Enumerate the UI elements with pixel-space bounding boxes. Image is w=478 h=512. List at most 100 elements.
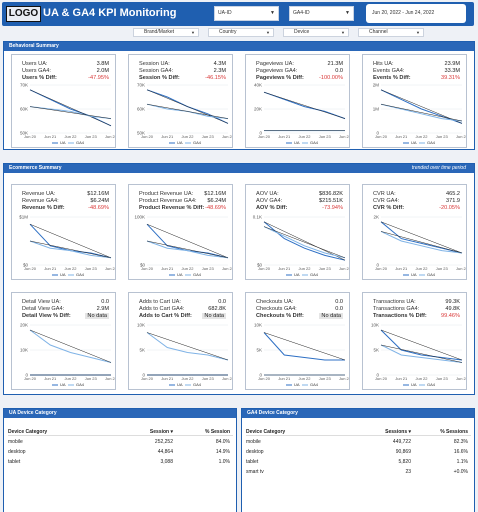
- kpi-label: Pageviews GA4:: [256, 68, 298, 74]
- kpi-label: Users UA:: [22, 61, 48, 67]
- kpi-value: 2.3M: [213, 68, 226, 74]
- percent-cell: +0.0%: [453, 469, 468, 475]
- kpi-card: Hits UA: 23.9M Events GA4: 33.3M Events % Di…: [362, 54, 467, 148]
- device-tables: UA Device Category Device Category Sessi…: [3, 408, 475, 512]
- legend-label-ga4: GA4: [427, 272, 436, 277]
- chevron-down-icon: ▼: [270, 10, 275, 16]
- kpi-value: 99.46%: [441, 313, 460, 319]
- filter-device[interactable]: Device ▼: [283, 28, 349, 37]
- series-line-ga4: [146, 240, 229, 259]
- device-category-cell: smart tv: [246, 469, 264, 475]
- x-tick-label: Jun 21: [395, 134, 408, 139]
- filter-country[interactable]: Country ▼: [208, 28, 274, 37]
- table-row: tablet 3,088 1.0%: [8, 458, 233, 466]
- trend-line: [263, 332, 346, 361]
- ua-id-select[interactable]: UA-ID ▼: [214, 6, 279, 21]
- filter-brand-market[interactable]: Brand/Market ▼: [133, 28, 199, 37]
- kpi-label: Transactions UA:: [373, 299, 416, 305]
- kpi-value: -20.05%: [439, 205, 460, 211]
- x-tick-label: Jun 24: [105, 376, 115, 381]
- x-tick-label: Jun 20: [141, 376, 154, 381]
- device-category-cell: mobile: [8, 439, 23, 445]
- kpi-label: Product Revenue GA4:: [139, 198, 197, 204]
- y-tick-label: 70K: [20, 83, 28, 88]
- kpi-value: -73.94%: [322, 205, 343, 211]
- filter-label: Device: [294, 29, 310, 35]
- trend-line: [380, 231, 463, 254]
- kpi-value: 0.0: [335, 299, 343, 305]
- x-tick-label: Jun 20: [258, 134, 271, 139]
- column-header[interactable]: % Session: [204, 429, 230, 435]
- column-header-sort[interactable]: Session ▾: [149, 429, 173, 435]
- kpi-value: -46.15%: [205, 75, 226, 81]
- x-tick-label: Jun 23: [319, 134, 332, 139]
- column-header[interactable]: Device Category: [8, 429, 48, 435]
- x-tick-label: Jun 21: [44, 134, 57, 139]
- y-tick-label: 60K: [137, 107, 145, 112]
- y-tick-label: 5K: [373, 348, 379, 353]
- ga4-id-select[interactable]: GA4-ID ▼: [289, 6, 354, 21]
- kpi-card: Adds to Cart UA: 0.0 Adds to Cart GA4: 682.…: [128, 292, 233, 390]
- y-tick-label: 1M: [373, 107, 380, 112]
- y-tick-label: 0: [376, 373, 379, 378]
- x-tick-label: Jun 22: [181, 376, 194, 381]
- trend-line: [29, 240, 112, 259]
- column-header[interactable]: % Sessions: [440, 429, 468, 435]
- x-tick-label: Jun 20: [24, 266, 37, 271]
- y-tick-label: 0.1K: [253, 215, 262, 220]
- kpi-label: Checkouts % Diff:: [256, 313, 304, 319]
- kpi-value: 4.3M: [213, 61, 226, 67]
- page-title: UA & GA4 KPI Monitoring: [43, 7, 177, 19]
- kpi-label: Session GA4:: [139, 68, 174, 74]
- kpi-label: Transactions GA4:: [373, 306, 420, 312]
- table-header-row: Device Category Session ▾ % Session: [8, 428, 233, 436]
- kpi-label: AOV UA:: [256, 191, 279, 197]
- kpi-value: 33.3M: [444, 68, 460, 74]
- date-range-picker[interactable]: Jun 20, 2022 - Jun 24, 2022: [366, 4, 466, 23]
- legend-label-ga4: GA4: [76, 382, 85, 387]
- kpi-label: Transactions % Diff:: [373, 313, 427, 319]
- kpi-value: 0.0: [335, 68, 343, 74]
- x-tick-label: Jun 24: [222, 376, 232, 381]
- table-header-row: Device Category Sessions ▾ % Sessions: [246, 428, 471, 436]
- x-tick-label: Jun 21: [395, 376, 408, 381]
- legend-label-ua: UA: [294, 140, 300, 145]
- x-tick-label: Jun 22: [64, 376, 77, 381]
- kpi-card: Detail View UA: 0.0 Detail View GA4: 2.9M De…: [11, 292, 116, 390]
- x-tick-label: Jun 23: [436, 134, 449, 139]
- kpi-value: 49.8K: [445, 306, 460, 312]
- table-row: mobile 449,722 82.3%: [246, 438, 471, 446]
- column-header-sort[interactable]: Sessions ▾: [385, 429, 411, 435]
- x-tick-label: Jun 24: [222, 266, 232, 271]
- table-row: smart tv 23 +0.0%: [246, 468, 471, 476]
- legend-label-ua: UA: [177, 272, 183, 277]
- device-category-cell: mobile: [246, 439, 261, 445]
- filter-label: Brand/Market: [144, 29, 175, 35]
- x-tick-label: Jun 20: [375, 376, 388, 381]
- kpi-label: AOV % Diff:: [256, 205, 288, 211]
- kpi-card: CVR UA: 465.2 CVR GA4: 371.9 CVR % Diff: -20.…: [362, 184, 467, 280]
- column-header[interactable]: Device Category: [246, 429, 286, 435]
- legend-label-ga4: GA4: [310, 382, 319, 387]
- table-row: tablet 5,820 1.1%: [246, 458, 471, 466]
- chevron-down-icon: ▼: [341, 30, 345, 35]
- series-line-ga4: [263, 226, 346, 259]
- series-line-ga4: [380, 103, 463, 122]
- kpi-value: 99.3K: [445, 299, 460, 305]
- kpi-label: Users GA4:: [22, 68, 51, 74]
- y-tick-label: 2K: [373, 215, 379, 220]
- trend-line: [380, 329, 463, 361]
- series-line-ga4: [380, 344, 463, 363]
- trend-line: [380, 89, 463, 124]
- filter-channel[interactable]: Channel ▼: [358, 28, 424, 37]
- logo: LOGO: [6, 6, 41, 22]
- kpi-card: Pageviews UA: 21.3M Pageviews GA4: 0.0 Pagev…: [245, 54, 350, 148]
- chevron-down-icon: ▼: [266, 30, 270, 35]
